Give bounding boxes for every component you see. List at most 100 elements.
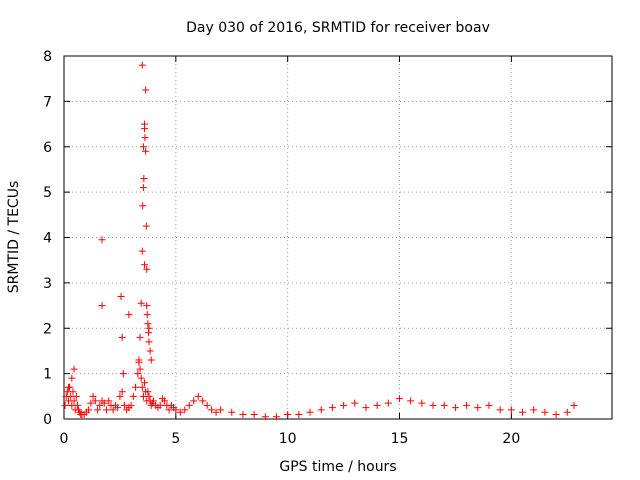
data-point <box>217 406 225 414</box>
y-tick-label: 5 <box>43 185 52 201</box>
x-tick-label: 10 <box>279 431 297 447</box>
data-point <box>145 338 153 346</box>
data-point <box>250 410 258 418</box>
x-tick-label: 15 <box>391 431 409 447</box>
data-point <box>64 383 72 391</box>
data-point <box>239 410 247 418</box>
data-point <box>125 311 133 319</box>
data-point <box>139 143 147 151</box>
data-point <box>68 374 76 382</box>
data-point <box>138 61 146 69</box>
data-point <box>212 408 220 416</box>
data-point <box>117 292 125 300</box>
data-point <box>136 365 144 373</box>
data-point <box>570 401 578 409</box>
y-tick-label: 1 <box>43 367 52 383</box>
y-tick-label: 0 <box>43 412 52 428</box>
data-point <box>507 406 515 414</box>
data-point <box>519 408 527 416</box>
data-point <box>141 125 149 133</box>
data-point <box>306 408 314 416</box>
data-point <box>142 147 150 155</box>
data-point <box>142 222 150 230</box>
data-point <box>284 410 292 418</box>
data-point <box>70 397 78 405</box>
data-point <box>185 401 193 409</box>
data-point <box>87 399 95 407</box>
data-point <box>138 247 146 255</box>
data-point <box>73 401 81 409</box>
data-point <box>373 401 381 409</box>
data-point <box>100 399 108 407</box>
data-point <box>261 413 269 421</box>
data-point <box>139 184 147 192</box>
data-point <box>194 392 202 400</box>
data-point <box>137 374 145 382</box>
y-tick-label: 7 <box>43 94 52 110</box>
data-point <box>69 388 77 396</box>
data-point <box>114 404 122 412</box>
data-point <box>181 406 189 414</box>
tick-layer: 0 1 2 3 4 5 6 7 8 0 5 10 15 20 <box>43 49 612 447</box>
data-point <box>407 397 415 405</box>
data-point <box>384 399 392 407</box>
y-axis-label: SRMTID / TECUs <box>6 181 22 294</box>
data-point <box>61 401 69 409</box>
data-point <box>70 365 78 373</box>
data-point <box>129 392 137 400</box>
data-point <box>563 408 571 416</box>
data-point <box>102 406 110 414</box>
data-point <box>132 383 140 391</box>
data-point <box>118 333 126 341</box>
y-tick-label: 6 <box>43 140 52 156</box>
data-point <box>141 134 149 142</box>
grid-layer <box>64 56 612 419</box>
data-point <box>85 406 93 414</box>
data-point <box>139 202 147 210</box>
data-point <box>317 406 325 414</box>
data-point <box>172 406 180 414</box>
data-point <box>208 406 216 414</box>
data-point <box>552 410 560 418</box>
x-tick-label: 20 <box>502 431 520 447</box>
data-point <box>140 175 148 183</box>
data-point <box>156 401 164 409</box>
data-point <box>463 401 471 409</box>
data-point <box>136 333 144 341</box>
data-point <box>127 401 135 409</box>
data-point <box>541 408 549 416</box>
data-point <box>440 401 448 409</box>
data-point <box>109 406 117 414</box>
data-point <box>120 401 128 409</box>
data-point <box>143 311 151 319</box>
x-tick-label: 0 <box>60 431 69 447</box>
data-point <box>96 401 104 409</box>
data-point <box>116 392 124 400</box>
data-point <box>496 406 504 414</box>
data-point <box>142 86 150 94</box>
data-point <box>351 399 359 407</box>
data-point <box>105 397 113 405</box>
data-point <box>340 401 348 409</box>
data-point <box>141 379 149 387</box>
y-tick-label: 2 <box>43 321 52 337</box>
data-point <box>451 404 459 412</box>
data-point <box>137 299 145 307</box>
data-point <box>328 404 336 412</box>
data-point <box>272 413 280 421</box>
data-point <box>98 236 106 244</box>
x-tick-label: 5 <box>171 431 180 447</box>
y-tick-label: 4 <box>43 231 52 247</box>
data-point <box>146 347 154 355</box>
data-point <box>485 401 493 409</box>
data-point <box>144 388 152 396</box>
data-point <box>135 358 143 366</box>
data-point <box>418 399 426 407</box>
data-point <box>429 401 437 409</box>
data-point-layer <box>61 61 578 421</box>
plot-frame <box>63 55 613 420</box>
data-point <box>362 404 370 412</box>
data-point <box>138 383 146 391</box>
data-point <box>176 408 184 416</box>
data-point <box>91 397 99 405</box>
